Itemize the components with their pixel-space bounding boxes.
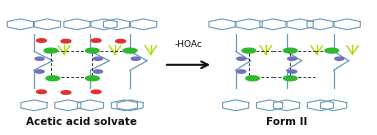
Circle shape (325, 48, 339, 53)
Circle shape (86, 48, 99, 53)
Circle shape (44, 48, 58, 53)
Circle shape (284, 48, 297, 53)
Circle shape (46, 76, 60, 81)
Circle shape (61, 39, 71, 43)
Text: Acetic acid solvate: Acetic acid solvate (26, 117, 136, 127)
Circle shape (116, 39, 126, 43)
Circle shape (237, 57, 246, 60)
Circle shape (242, 48, 256, 53)
Circle shape (35, 70, 44, 73)
Circle shape (246, 76, 259, 81)
Circle shape (284, 76, 297, 81)
Circle shape (237, 70, 246, 73)
Circle shape (93, 57, 103, 60)
Circle shape (37, 39, 46, 42)
Circle shape (131, 57, 140, 60)
Circle shape (93, 70, 103, 73)
Text: -HOAc: -HOAc (175, 40, 202, 49)
Circle shape (91, 39, 101, 42)
Text: Form II: Form II (266, 117, 307, 127)
Circle shape (86, 76, 99, 81)
Circle shape (288, 57, 297, 60)
Circle shape (335, 57, 344, 60)
Circle shape (35, 57, 44, 60)
Circle shape (123, 48, 137, 53)
Circle shape (288, 70, 297, 73)
Circle shape (91, 90, 101, 94)
Circle shape (37, 90, 46, 94)
Circle shape (61, 91, 71, 94)
